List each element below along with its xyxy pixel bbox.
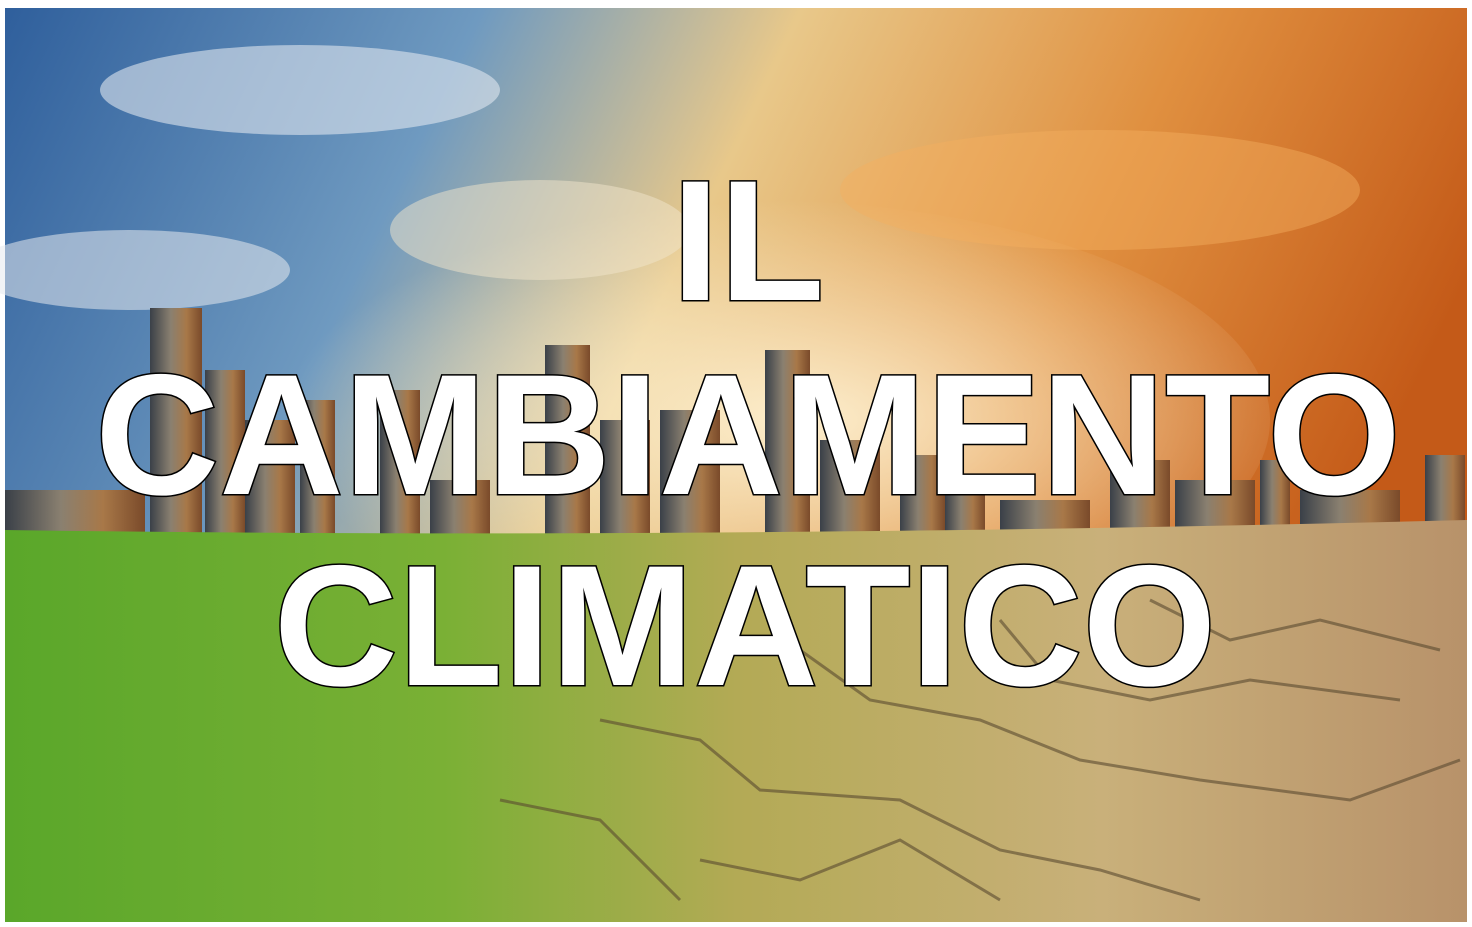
- title-line: CAMBIAMENTO: [95, 339, 1401, 531]
- title-line: IL: [672, 145, 825, 337]
- poster: IL CAMBIAMENTO CLIMATICO: [0, 0, 1472, 927]
- page: IL CAMBIAMENTO CLIMATICO (() => { const …: [0, 0, 1472, 927]
- title-line: CLIMATICO: [274, 530, 1217, 722]
